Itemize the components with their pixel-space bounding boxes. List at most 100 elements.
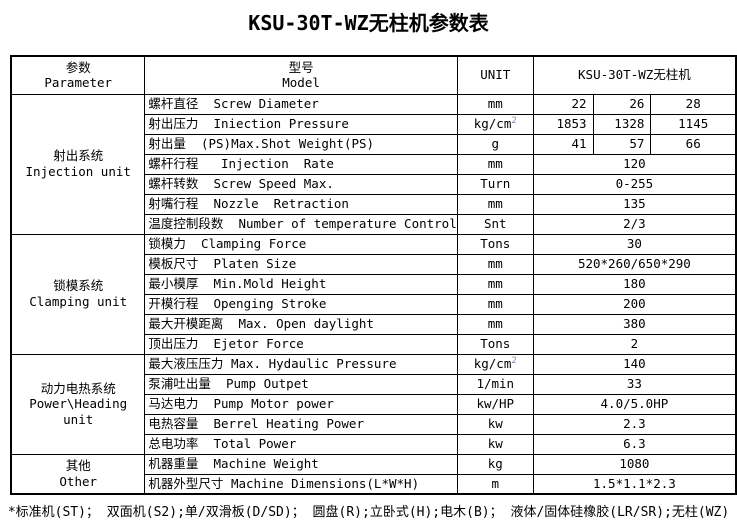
section-cell-other: 其他 Other [10, 453, 146, 495]
table-row: 最大开模距离 Max. Open daylight mm 380 [11, 313, 737, 335]
section-name-en: Clamping unit [29, 294, 128, 309]
table-row: 射出系统 Injection unit 螺杆直径 Screw Diameter … [10, 93, 737, 235]
param-name-cell: 模板尺寸 Platen Size [144, 253, 458, 275]
value-cell: 6.3 [532, 433, 737, 455]
value-cell: 120 [532, 153, 737, 175]
value-cell: 1853 [532, 113, 594, 135]
param-name-cell: 射嘴行程 Nozzle Retraction [144, 193, 458, 215]
section-name-en: Injection unit [25, 164, 131, 179]
table-row: 机器外型尺寸 Machine Dimensions(L*W*H) m 1.5*1… [11, 473, 737, 495]
value-cell: 4.0/5.0HP [532, 393, 737, 415]
footnote: *标准机(ST)； 双面机(S2);单/双滑板(D/SD)； 圆盘(R);立卧式… [7, 505, 730, 520]
value-cell: 180 [532, 273, 737, 295]
param-name-cell: 马达电力 Pump Motor power [144, 393, 458, 415]
table-row: 动力电热系统 Power\Heading unit 最大液压压力 Max. Hy… [10, 353, 737, 455]
unit-cell: kw [456, 413, 534, 435]
section-name-cn: 其他 [65, 458, 91, 474]
value-cell: 140 [532, 353, 737, 375]
unit-cell: Snt [456, 213, 534, 235]
param-name-cell: 温度控制段数 Number of temperature Control [144, 213, 458, 235]
value-cell: 380 [532, 313, 737, 335]
param-name-cell: 锁模力 Clamping Force [144, 233, 458, 255]
value-cell: 1080 [532, 453, 737, 475]
param-name-cell: 最大液压压力 Max. Hydaulic Pressure [144, 353, 458, 375]
section-cell-power-heating-unit: 动力电热系统 Power\Heading unit [10, 353, 146, 455]
unit-cell: kw [456, 433, 534, 455]
param-name-cell: 螺杆行程 Injection Rate [144, 153, 458, 175]
header-parameter-cn: 参数 [65, 59, 91, 75]
unit-cell: kg [456, 453, 534, 475]
table-row: 螺杆转数 Screw Speed Max. Turn 0-255 [11, 173, 737, 195]
unit-cell: mm [456, 193, 534, 215]
value-cell: 200 [532, 293, 737, 315]
parameters-table: 参数 Parameter 型号 Model UNIT KSU-30T-WZ无柱机… [10, 55, 737, 495]
param-name-cell: 机器外型尺寸 Machine Dimensions(L*W*H) [144, 473, 458, 495]
unit-cell: mm [456, 93, 534, 115]
value-cell: 41 [532, 133, 594, 155]
table-row: 顶出压力 Ejetor Force Tons 2 [11, 333, 737, 355]
section-cell-clamping-unit: 锁模系统 Clamping unit [10, 233, 146, 355]
section-name-en: Power\Heading unit [29, 396, 128, 427]
table-row: 开模行程 Openging Stroke mm 200 [11, 293, 737, 315]
unit-cell: Tons [456, 333, 534, 355]
table-row: 射嘴行程 Nozzle Retraction mm 135 [11, 193, 737, 215]
param-name-cell: 顶出压力 Ejetor Force [144, 333, 458, 355]
unit-cell: mm [456, 293, 534, 315]
unit-cell: Turn [456, 173, 534, 195]
header-model-cn: 型号 [288, 59, 314, 75]
param-name-cell: 机器重量 Machine Weight [144, 453, 458, 475]
table-header-row: 参数 Parameter 型号 Model UNIT KSU-30T-WZ无柱机 [10, 55, 737, 95]
table-row: 泵浦吐出量 Pump Outpet 1/min 33 [11, 373, 737, 395]
unit-cell: mm [456, 253, 534, 275]
param-name-cell: 螺杆转数 Screw Speed Max. [144, 173, 458, 195]
param-name-cell: 螺杆直径 Screw Diameter [144, 93, 458, 115]
unit-cell: 1/min [456, 373, 534, 395]
value-cell: 1145 [650, 113, 737, 135]
value-cell: 2.3 [532, 413, 737, 435]
value-cell: 2/3 [532, 213, 737, 235]
table-row: 马达电力 Pump Motor power kw/HP 4.0/5.0HP [11, 393, 737, 415]
value-cell: 135 [532, 193, 737, 215]
param-name-cell: 最小模厚 Min.Mold Height [144, 273, 458, 295]
section-cell-injection-unit: 射出系统 Injection unit [10, 93, 146, 235]
unit-text: kg/cm [473, 116, 512, 132]
section-name-cn: 动力电热系统 [40, 380, 116, 396]
param-name-cell: 射出压力 Iniection Pressure [144, 113, 458, 135]
table-row: 锁模系统 Clamping unit 锁模力 Clamping Force To… [10, 233, 737, 355]
unit-cell: mm [456, 153, 534, 175]
value-cell: 66 [650, 133, 737, 155]
param-name-cell: 总电功率 Total Power [144, 433, 458, 455]
unit-cell: kw/HP [456, 393, 534, 415]
table-row: 温度控制段数 Number of temperature Control Snt… [11, 213, 737, 235]
table-row: 模板尺寸 Platen Size mm 520*260/650*290 [11, 253, 737, 275]
header-parameter: 参数 Parameter [10, 55, 146, 95]
unit-superscript: 2 [511, 116, 517, 127]
header-model-en: Model [282, 75, 320, 91]
table-row: 螺杆行程 Injection Rate mm 120 [11, 153, 737, 175]
value-cell: 0-255 [532, 173, 737, 195]
value-cell: 57 [592, 133, 652, 155]
param-name-cell: 开模行程 Openging Stroke [144, 293, 458, 315]
header-parameter-en: Parameter [44, 75, 113, 91]
unit-cell: m [456, 473, 534, 495]
header-unit: UNIT [456, 55, 534, 95]
table-row: 射出量 (PS)Max.Shot Weight(PS) g 41 57 66 [11, 133, 737, 155]
param-name-cell: 泵浦吐出量 Pump Outpet [144, 373, 458, 395]
value-cell: 22 [532, 93, 594, 115]
value-cell: 30 [532, 233, 737, 255]
value-cell: 520*260/650*290 [532, 253, 737, 275]
unit-cell: kg/cm2 [456, 113, 534, 135]
table-row: 电热容量 Berrel Heating Power kw 2.3 [11, 413, 737, 435]
section-name-cn: 射出系统 [53, 148, 104, 164]
header-model: 型号 Model [144, 55, 458, 95]
section-name-cn: 锁模系统 [53, 278, 104, 294]
page-title: KSU-30T-WZ无柱机参数表 [248, 11, 489, 35]
unit-cell: mm [456, 273, 534, 295]
header-machine-model: KSU-30T-WZ无柱机 [532, 55, 737, 95]
unit-text: kg/cm [473, 356, 512, 372]
table-row: 其他 Other 机器重量 Machine Weight kg 1080 [10, 453, 737, 495]
section-name-en: Other [59, 473, 98, 489]
table-row: 最小模厚 Min.Mold Height mm 180 [11, 273, 737, 295]
param-name-cell: 最大开模距离 Max. Open daylight [144, 313, 458, 335]
unit-cell: g [456, 133, 534, 155]
